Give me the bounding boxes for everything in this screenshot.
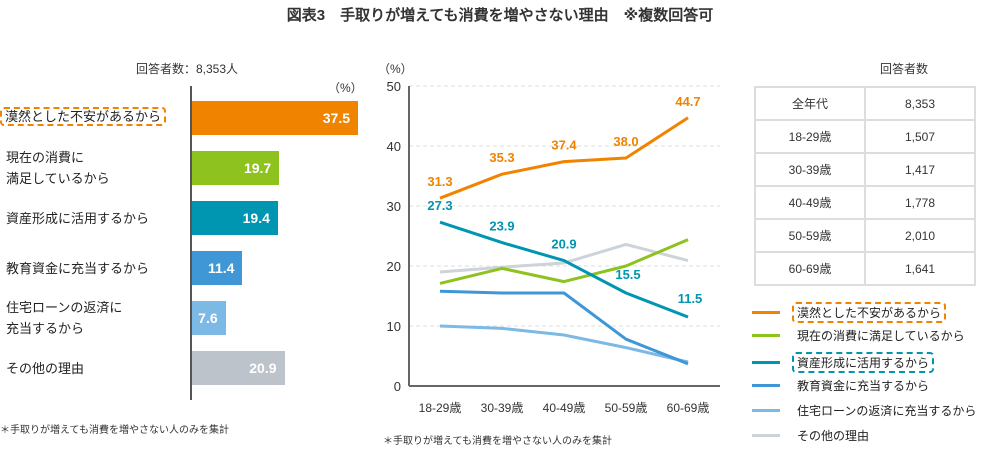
x-tick-label: 40-49歳 <box>543 401 586 415</box>
bar-category: 資産形成に活用するから <box>6 208 149 229</box>
data-label: 23.9 <box>489 219 514 234</box>
legend-item: その他の理由 <box>752 427 874 444</box>
bar-category: 現在の消費に 満足しているから <box>6 147 110 189</box>
bar-category-label: 資産形成に活用するから <box>6 210 150 226</box>
bar-value-label: 19.4 <box>242 210 270 226</box>
bar-category: 住宅ローンの返済に 充当するから <box>6 297 122 339</box>
bar-category: その他の理由 <box>6 358 84 379</box>
table-row: 60-69歳 1,641 <box>754 251 976 286</box>
count-cell: 1,641 <box>864 251 976 286</box>
legend-label: 住宅ローンの返済に充当するから <box>797 404 977 418</box>
bar-unit-label: （%） <box>328 81 363 95</box>
age-cell: 50-59歳 <box>754 218 866 253</box>
count-cell: 2,010 <box>864 218 976 253</box>
count-cell: 1,507 <box>864 119 976 154</box>
y-tick-label: 30 <box>387 199 401 214</box>
legend-label: 資産形成に活用するから <box>792 352 935 373</box>
count-cell: 1,778 <box>864 185 976 220</box>
series-line <box>439 220 689 319</box>
line-chart: 0 10 20 30 40 50 18-29歳 30-39歳 40-49歳 50-59歳 60-69… <box>387 80 720 415</box>
legend-item: 漠然とした不安があるから <box>752 302 947 323</box>
x-tick-label: 60-69歳 <box>667 401 710 415</box>
data-label: 37.4 <box>551 138 577 153</box>
bar-value-label: 19.7 <box>243 160 272 176</box>
table-row: 40-49歳 1,778 <box>754 185 976 220</box>
data-label: 35.3 <box>489 150 514 165</box>
bar-footnote: ＊手取りが増えても消費を増やさない人のみを集計 <box>0 425 229 436</box>
x-tick-label: 30-39歳 <box>481 401 524 415</box>
table-row: 18-29歳 1,507 <box>754 119 976 154</box>
legend-swatch <box>752 409 780 412</box>
bar-value-label: 20.9 <box>249 360 277 376</box>
age-cell: 40-49歳 <box>754 185 866 220</box>
legend-label: その他の理由 <box>797 429 870 443</box>
y-tick-label: 50 <box>387 80 401 94</box>
series-line <box>439 242 689 274</box>
series-line <box>439 289 689 366</box>
bar-value-label: 7.6 <box>198 310 218 326</box>
bar-value-label: 11.4 <box>207 260 235 276</box>
legend-label: 現在の消費に満足しているから <box>797 329 965 343</box>
x-tick-label: 18-29歳 <box>419 401 462 415</box>
bar-category: 漠然とした不安があるから <box>0 106 167 127</box>
y-tick-label: 40 <box>387 139 401 154</box>
age-cell: 60-69歳 <box>754 251 866 286</box>
data-label: 20.9 <box>551 237 576 252</box>
line-unit-label: （%） <box>378 62 413 76</box>
y-tick-label: 10 <box>387 319 401 334</box>
bar-category-label: 教育資金に充当するから <box>6 260 150 276</box>
table-row: 全年代 8,353 <box>754 86 976 121</box>
legend-swatch <box>752 361 780 364</box>
bar: 19.7 <box>192 151 280 185</box>
data-label: 27.3 <box>427 198 452 213</box>
bar-category-label: 住宅ローンの返済に 充当するから <box>6 300 123 336</box>
bar-value-label: 37.5 <box>322 110 350 126</box>
data-label: 11.5 <box>678 291 703 306</box>
bar: 7.6 <box>192 301 226 335</box>
line-footnote: ＊手取りが増えても消費を増やさない人のみを集計 <box>383 436 612 447</box>
bar: 20.9 <box>192 351 285 385</box>
x-tick-label: 50-59歳 <box>605 401 648 415</box>
age-cell: 全年代 <box>754 86 866 121</box>
legend-label: 漠然とした不安があるから <box>792 302 947 323</box>
series-line <box>439 116 689 200</box>
table-title: 回答者数 <box>880 62 929 76</box>
legend-item: 現在の消費に満足しているから <box>752 327 970 344</box>
bar-category: 教育資金に充当するから <box>6 258 149 279</box>
legend-item: 住宅ローンの返済に充当するから <box>752 402 981 419</box>
bar-axis <box>190 86 192 400</box>
table-row: 30-39歳 1,417 <box>754 152 976 187</box>
bar: 11.4 <box>192 251 243 285</box>
data-label: 15.5 <box>615 267 640 282</box>
data-label: 38.0 <box>613 134 638 149</box>
y-tick-label: 20 <box>387 259 401 274</box>
data-label: 31.3 <box>427 174 452 189</box>
bar-category-label: 現在の消費に 満足しているから <box>6 150 110 186</box>
count-cell: 1,417 <box>864 152 976 187</box>
figure-title: 図表3 手取りが増えても消費を増やさない理由 ※複数回答可 <box>286 7 714 24</box>
y-tick-label: 0 <box>394 379 401 394</box>
series-line <box>439 238 689 285</box>
data-label: 44.7 <box>675 94 700 109</box>
bar-category-label: その他の理由 <box>6 360 85 376</box>
table-row: 50-59歳 2,010 <box>754 218 976 253</box>
legend-swatch <box>752 311 780 314</box>
bar: 37.5 <box>192 101 358 135</box>
series-line <box>439 324 689 364</box>
legend-swatch <box>752 434 780 437</box>
legend-item: 教育資金に充当するから <box>752 377 934 394</box>
bar-category-label: 漠然とした不安があるから <box>0 106 167 126</box>
bar: 19.4 <box>192 201 278 235</box>
bar-respondents-label: 回答者数：8,353人 <box>136 62 239 76</box>
legend-item: 資産形成に活用するから <box>752 352 935 373</box>
age-cell: 30-39歳 <box>754 152 866 187</box>
legend-label: 教育資金に充当するから <box>797 379 930 393</box>
count-cell: 8,353 <box>864 86 976 121</box>
age-cell: 18-29歳 <box>754 119 866 154</box>
legend-swatch <box>752 384 780 387</box>
respondents-table: 全年代 8,353 18-29歳 1,507 30-39歳 1,417 40-49歳 1,77… <box>754 86 976 286</box>
legend-swatch <box>752 334 780 337</box>
